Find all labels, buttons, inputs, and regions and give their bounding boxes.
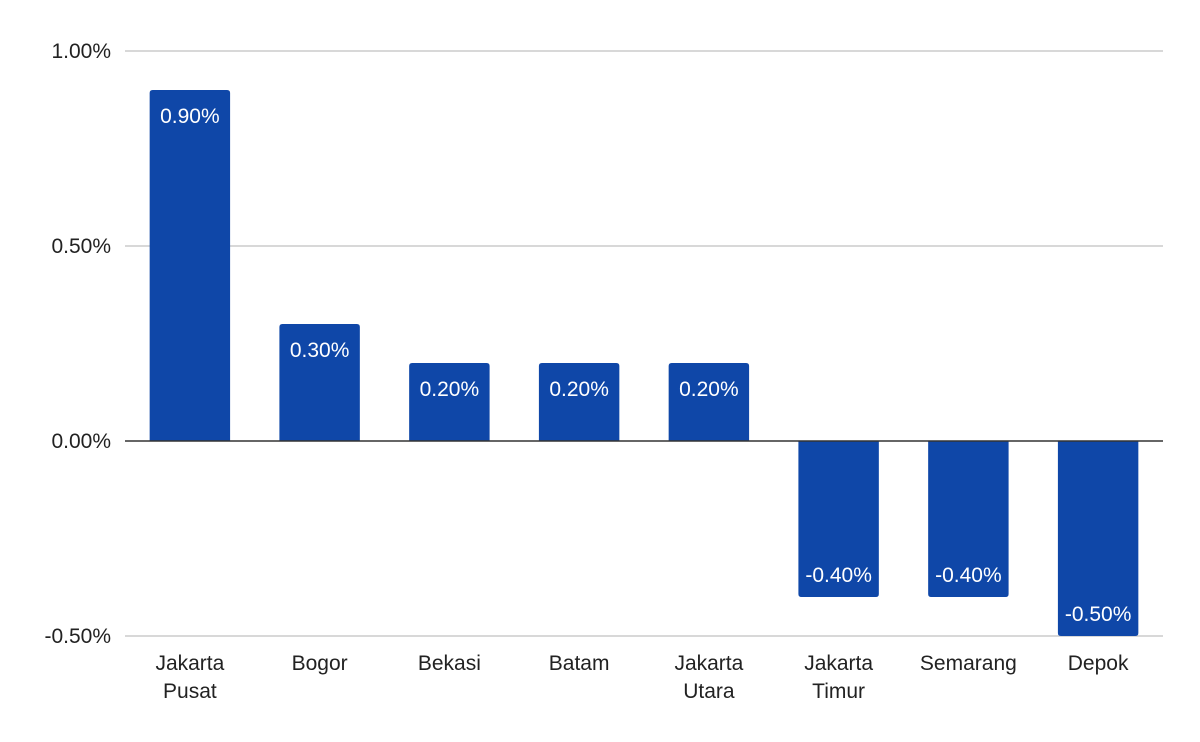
gridlines [125, 50, 1163, 637]
data-label: 0.20% [679, 378, 739, 401]
y-tick-label: 1.00% [51, 40, 111, 63]
data-label: 0.20% [420, 378, 480, 401]
bars [149, 90, 1139, 636]
bar-semarang [928, 441, 1009, 597]
data-label: -0.40% [805, 564, 872, 587]
y-axis-tick-labels: -0.50% 0.00% 0.50% 1.00% [44, 40, 111, 648]
x-category-label: Jakarta Utara [674, 652, 743, 703]
data-label: 0.90% [160, 105, 220, 128]
data-label: -0.40% [935, 564, 1002, 587]
data-label: -0.50% [1065, 603, 1132, 626]
data-label: 0.30% [290, 339, 350, 362]
bar-jakarta-timur [798, 441, 879, 597]
bar-jakarta-utara [668, 363, 750, 441]
x-category-label: Depok [1068, 652, 1129, 675]
x-category-label: Jakarta Pusat [155, 652, 224, 703]
x-category-label: Jakarta Timur [804, 652, 873, 703]
bar-bogor [279, 324, 360, 441]
bar-jakarta-pusat [149, 90, 231, 441]
data-label: 0.20% [549, 378, 609, 401]
y-tick-label: 0.00% [51, 430, 111, 453]
bar-batam [538, 363, 620, 441]
x-category-label: Bogor [292, 652, 348, 675]
x-category-label: Bekasi [418, 652, 481, 675]
bar-bekasi [409, 363, 490, 441]
x-category-label: Semarang [920, 652, 1017, 675]
y-tick-label: -0.50% [44, 625, 111, 648]
data-labels: 0.90% 0.30% 0.20% 0.20% 0.20% -0.40% -0.40% -0.… [160, 105, 1131, 626]
x-axis-category-labels: Jakarta Pusat Bogor Bekasi Batam Jakarta Utara… [155, 652, 1129, 703]
y-tick-label: 0.50% [51, 235, 111, 258]
bar-depok [1057, 441, 1139, 636]
x-category-label: Batam [549, 652, 610, 675]
